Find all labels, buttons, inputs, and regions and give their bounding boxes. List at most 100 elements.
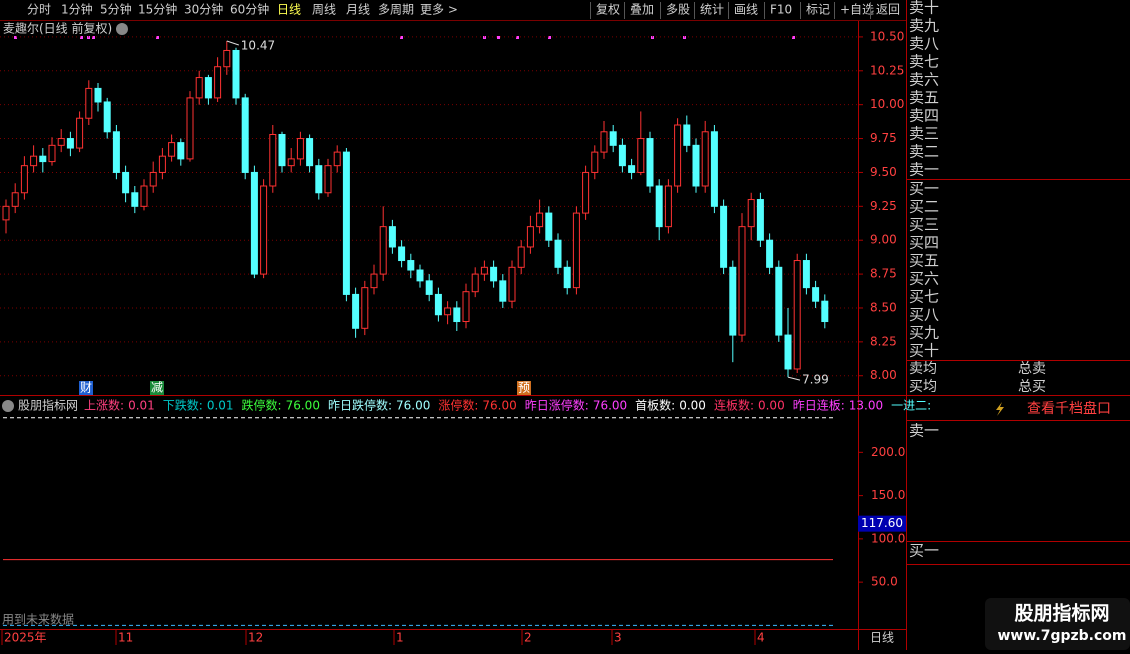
toolbar-button[interactable]: 标记: [806, 3, 830, 17]
period-tab[interactable]: 更多 >: [420, 3, 458, 17]
period-tab[interactable]: 30分钟: [184, 2, 223, 17]
period-tab[interactable]: 多周期: [378, 3, 414, 17]
candle-body: [609, 131, 617, 146]
candle-body: [526, 226, 534, 248]
period-tab[interactable]: 日线: [277, 3, 301, 17]
toolbar-button[interactable]: 画线: [734, 3, 758, 17]
candle-body: [20, 165, 28, 194]
candle-body: [398, 246, 406, 262]
indicator-item-name: 上涨数:: [84, 398, 124, 413]
candle-body: [48, 144, 56, 163]
sell-level: 卖二: [909, 143, 939, 161]
period-tab[interactable]: 周线: [312, 3, 336, 17]
candle-body: [536, 212, 544, 228]
candle-body: [434, 293, 442, 316]
buy-level: 买九: [909, 324, 939, 342]
signal-dot: [792, 36, 795, 39]
watermark-title: 股朋指标网: [1014, 603, 1109, 625]
x-tick-label: 12: [248, 631, 263, 645]
candle-body: [223, 49, 231, 68]
candle-body: [444, 307, 452, 316]
candle-body: [710, 131, 718, 207]
candle-body: [57, 138, 65, 146]
signal-dot: [14, 36, 17, 39]
candle-body: [269, 133, 277, 187]
toolbar-button[interactable]: 统计: [700, 3, 724, 17]
candle-body: [655, 185, 663, 228]
candle-body: [140, 185, 148, 207]
sell-level: 卖五: [909, 89, 939, 107]
toolbar-button[interactable]: 复权: [596, 3, 620, 17]
buy-level: 买一: [909, 180, 939, 198]
x-tick-label: 2: [524, 631, 532, 645]
candle-body: [572, 212, 580, 289]
y-tick-label: 8.25: [870, 334, 897, 348]
indicator-item-name: 昨日跌停数:: [328, 398, 392, 413]
y-tick-label: 8.00: [870, 368, 897, 382]
buy-level: 买三: [909, 216, 939, 234]
indicator-menu-icon[interactable]: [2, 400, 14, 412]
candle-body: [591, 151, 599, 173]
y-tick-label: 9.25: [870, 199, 897, 213]
candle-body: [766, 239, 774, 268]
candle-body: [379, 226, 387, 275]
toolbar-button[interactable]: 多股: [666, 3, 690, 17]
toolbar-button[interactable]: 返回: [876, 3, 900, 17]
sell-level: 卖十: [909, 0, 939, 17]
toolbar-button[interactable]: F10: [770, 3, 792, 17]
event-marker[interactable]: [517, 381, 531, 395]
candle-body: [85, 87, 93, 119]
x-tick-label: 4: [757, 631, 765, 645]
candle-body: [158, 155, 166, 173]
period-tab[interactable]: 分时: [27, 3, 51, 17]
period-tab[interactable]: 5分钟: [100, 2, 132, 17]
candle-body: [177, 142, 185, 160]
depth-link[interactable]: 查看千档盘口: [1027, 400, 1111, 417]
indicator-item-name: 跌停数:: [242, 398, 282, 413]
candle-body: [352, 293, 360, 329]
event-marker-text[interactable]: 预: [518, 381, 530, 395]
candle-body: [692, 144, 700, 187]
event-marker-text[interactable]: 减: [151, 381, 163, 395]
y-tick-label: 10.00: [870, 97, 904, 111]
candle-body: [674, 124, 682, 187]
sell-level: 卖三: [909, 125, 939, 143]
y-tick-label: 10.25: [870, 63, 904, 77]
y-tick-label: 8.75: [870, 267, 897, 281]
signal-dot: [548, 36, 551, 39]
candle-body: [260, 185, 268, 275]
candle-body: [720, 205, 728, 268]
signal-dot: [483, 36, 486, 39]
candle-body: [250, 171, 258, 275]
period-tab[interactable]: 月线: [346, 3, 370, 17]
period-tab[interactable]: 60分钟: [230, 2, 269, 17]
buy-level: 买六: [909, 270, 939, 288]
toolbar-button[interactable]: 叠加: [630, 3, 654, 17]
candle-body: [738, 226, 746, 336]
candle-body: [499, 280, 507, 302]
candle-body: [701, 131, 709, 187]
candle-body: [628, 165, 636, 173]
title-menu-icon[interactable]: [116, 23, 128, 35]
toolbar-button[interactable]: +自选: [840, 3, 874, 17]
period-tab[interactable]: 1分钟: [61, 2, 93, 17]
y-tick-label: 8.50: [870, 300, 897, 314]
x-tick-label: 1: [396, 631, 404, 645]
event-marker-text[interactable]: 财: [80, 381, 92, 395]
period-tab[interactable]: 15分钟: [138, 2, 177, 17]
candle-body: [600, 131, 608, 153]
candle-body: [480, 266, 488, 275]
event-marker[interactable]: [79, 381, 93, 395]
y-tick-label: 9.50: [870, 165, 897, 179]
candle-body: [471, 273, 479, 293]
signal-dot: [87, 36, 90, 39]
future-data-note: 用到未来数据: [2, 612, 74, 627]
event-marker[interactable]: [150, 381, 164, 395]
signal-dot: [92, 36, 95, 39]
candle-body: [232, 49, 240, 99]
indicator-item-value: 76.00: [286, 399, 320, 413]
candle-body: [508, 266, 516, 302]
buy-level: 买七: [909, 288, 939, 306]
y-tick-label: 9.75: [870, 131, 897, 145]
